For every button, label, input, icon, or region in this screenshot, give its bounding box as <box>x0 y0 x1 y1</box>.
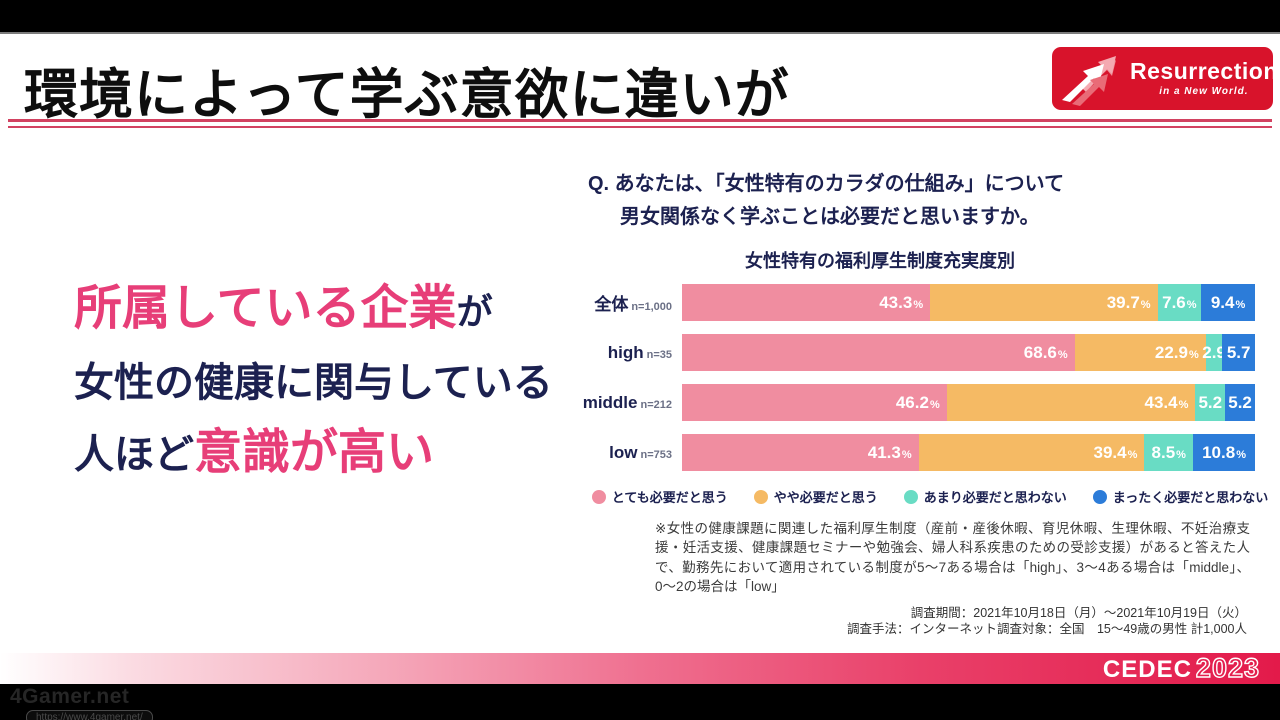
bar-value-label: 41.3% <box>867 442 912 462</box>
stacked-bar-chart: 全体 n=1,000 43.3% 39.7% 7.6% 9.4% high n=35 68.6%… <box>560 284 1260 484</box>
bar-segment: 9.4% <box>1201 284 1255 321</box>
row-label: high n=35 <box>607 342 672 362</box>
cedec-logo: CEDEC 2023 <box>1102 652 1260 684</box>
top-black-bar <box>0 0 1280 34</box>
key-message-seg1: 所属している企業 <box>74 282 457 335</box>
survey-period: 調査期間：2021年10月18日（月）〜2021年10月19日（火） <box>910 606 1247 620</box>
legend-dot-icon <box>903 489 918 504</box>
bar-value-label: 2.9 <box>1202 342 1226 362</box>
bar-value-label: 39.7% <box>1106 292 1151 312</box>
footnote: ※女性の健康課題に関連した福利厚生制度（産前・産後休暇、育児休暇、生理休暇、不妊… <box>655 521 1250 595</box>
legend-dot-icon <box>1092 489 1107 504</box>
survey-method: 調査手法：インターネット調査対象：全国 15〜49歳の男性 計1,000人 <box>846 622 1247 637</box>
key-message-seg2: が <box>456 291 493 332</box>
survey-question-line1: Q. あなたは、「女性特有のカラダの仕組み」について <box>588 173 1065 195</box>
legend-label: まったく必要だと思わない <box>1112 490 1269 505</box>
logo-title: Resurrection <box>1130 58 1278 84</box>
bar-segment: 46.2% <box>682 384 947 421</box>
bar-value-label: 8.5% <box>1151 442 1186 462</box>
chart-row: high n=35 68.6% 22.9% 2.9 5.7 <box>560 334 1260 371</box>
legend-label: やや必要だと思う <box>773 490 878 505</box>
stacked-bar: 43.3% 39.7% 7.6% 9.4% <box>682 284 1255 321</box>
watermark-name: 4Gamer.net <box>10 685 130 708</box>
cedec-year: 2023 <box>1195 652 1260 683</box>
logo-subtitle: in a New World. <box>1159 86 1249 97</box>
stacked-bar: 41.3% 39.4% 8.5% 10.8% <box>682 434 1255 471</box>
legend-item: やや必要だと思う <box>753 487 878 506</box>
stacked-bar: 68.6% 22.9% 2.9 5.7 <box>682 334 1255 371</box>
key-message: 所属している企業が 女性の健康に関与している 人ほど意識が高い <box>74 276 553 495</box>
cedec-word: CEDEC <box>1102 656 1192 683</box>
legend-item: とても必要だと思う <box>591 487 728 506</box>
bar-segment: 43.4% <box>946 384 1196 421</box>
watermark: 4Gamer.net https://www.4gamer.net/ <box>10 685 153 720</box>
bar-value-label: 5.7 <box>1226 342 1251 362</box>
bottom-black-bar <box>0 684 1280 720</box>
legend-dot-icon <box>753 489 768 504</box>
bar-value-label: 9.4% <box>1210 292 1246 312</box>
survey-question-line2: 男女関係なく学ぶことは必要だと思いますか。 <box>620 206 1040 228</box>
row-label: middle n=212 <box>582 392 672 412</box>
bar-segment: 39.7% <box>930 284 1158 321</box>
title-double-underline <box>8 119 1272 128</box>
slide-title: 環境によって学ぶ意欲に違いが <box>24 65 790 125</box>
legend-item: まったく必要だと思わない <box>1092 487 1269 506</box>
chart-title: 女性特有の福利厚生制度充実度別 <box>745 251 1015 271</box>
key-message-seg5: 意識が高い <box>194 426 435 479</box>
bar-segment: 5.2 <box>1225 384 1255 421</box>
resurrection-logo: Resurrection in a New World. <box>1052 47 1277 110</box>
bar-segment: 43.3% <box>682 284 931 321</box>
bar-value-label: 7.6% <box>1162 292 1197 312</box>
legend-label: あまり必要だと思わない <box>923 490 1067 505</box>
logo-text: Resurrection in a New World. <box>1130 60 1278 97</box>
bar-segment: 7.6% <box>1157 284 1202 321</box>
survey-question: Q. あなたは、「女性特有のカラダの仕組み」について 男女関係なく学ぶことは必要… <box>588 168 1064 234</box>
stacked-bar: 46.2% 43.4% 5.2 5.2 <box>682 384 1255 421</box>
legend-label: とても必要だと思う <box>611 490 728 505</box>
legend-dot-icon <box>591 489 606 504</box>
bar-segment: 5.7 <box>1222 334 1255 371</box>
bar-value-label: 22.9% <box>1154 342 1199 362</box>
footer-gradient-bar: CEDEC 2023 <box>0 652 1280 684</box>
survey-meta: 調査期間：2021年10月18日（月）〜2021年10月19日（火） 調査手法：… <box>847 605 1247 638</box>
bar-segment: 5.2 <box>1195 384 1226 421</box>
key-message-seg4: 人ほど <box>74 433 194 477</box>
chart-row: low n=753 41.3% 39.4% 8.5% 10.8% <box>560 434 1260 471</box>
chart-row: 全体 n=1,000 43.3% 39.7% 7.6% 9.4% <box>560 284 1260 321</box>
rising-arrows-icon <box>1062 55 1116 106</box>
bar-value-label: 43.4% <box>1144 392 1189 412</box>
bar-value-label: 68.6% <box>1023 342 1068 362</box>
bar-segment: 2.9 <box>1202 334 1226 371</box>
bar-segment: 10.8% <box>1193 434 1255 471</box>
chart-row: middle n=212 46.2% 43.4% 5.2 5.2 <box>560 384 1260 421</box>
bar-value-label: 10.8% <box>1202 442 1246 462</box>
row-label: 全体 n=1,000 <box>594 295 672 314</box>
bar-value-label: 5.2 <box>1198 392 1223 412</box>
bar-value-label: 46.2% <box>895 392 940 412</box>
bar-segment: 39.4% <box>918 434 1145 471</box>
legend-item: あまり必要だと思わない <box>903 487 1067 506</box>
key-message-seg3: 女性の健康に関与している <box>74 361 553 405</box>
row-label: low n=753 <box>609 442 672 462</box>
bar-segment: 22.9% <box>1074 334 1206 371</box>
bar-value-label: 39.4% <box>1093 442 1138 462</box>
bar-value-label: 43.3% <box>879 292 924 312</box>
watermark-url: https://www.4gamer.net/ <box>26 710 153 720</box>
bar-segment: 68.6% <box>682 334 1075 371</box>
chart-legend: とても必要だと思う やや必要だと思う あまり必要だと思わない まったく必要だと思わない <box>590 487 1270 506</box>
bar-segment: 8.5% <box>1144 434 1194 471</box>
bar-value-label: 5.2 <box>1228 392 1252 412</box>
bar-segment: 41.3% <box>682 434 919 471</box>
